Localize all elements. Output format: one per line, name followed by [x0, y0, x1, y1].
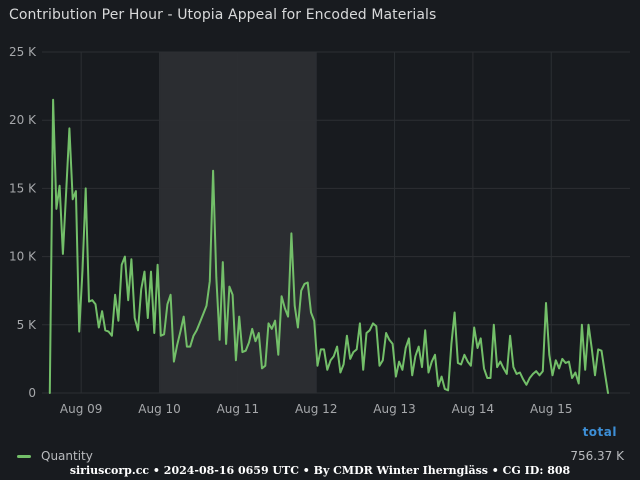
chart-title: Contribution Per Hour - Utopia Appeal fo…	[9, 7, 437, 23]
y-axis-ticks: 0 5 K 10 K 15 K 20 K 25 K	[9, 45, 37, 400]
y-tick-label: 25 K	[9, 45, 37, 59]
series-layer	[48, 98, 609, 394]
x-tick-label: Aug 13	[373, 402, 416, 416]
x-tick-label: Aug 12	[295, 402, 338, 416]
x-tick-label: Aug 14	[452, 402, 495, 416]
x-tick-label: Aug 10	[138, 402, 181, 416]
legend-total-header[interactable]: total	[582, 425, 617, 439]
y-tick-label: 10 K	[9, 250, 37, 264]
y-tick-label: 0	[28, 386, 36, 400]
y-tick-label: 20 K	[9, 113, 37, 127]
x-tick-label: Aug 15	[530, 402, 573, 416]
x-axis-ticks: Aug 09 Aug 10 Aug 11 Aug 12 Aug 13 Aug 14 Aug …	[60, 402, 573, 416]
legend-swatch	[17, 454, 31, 458]
x-tick-label: Aug 11	[217, 402, 260, 416]
legend-total-value: 756.37 K	[570, 449, 624, 463]
y-tick-label: 5 K	[17, 318, 37, 332]
grid-layer	[42, 51, 630, 394]
legend-series-label: Quantity	[41, 449, 93, 463]
footer-credit: siriuscorp.cc • 2024-08-16 0659 UTC • By…	[69, 464, 571, 477]
x-tick-label: Aug 09	[60, 402, 103, 416]
series-line-quantity	[48, 98, 609, 394]
legend-item-quantity[interactable]: Quantity	[17, 449, 93, 463]
y-tick-label: 15 K	[9, 181, 37, 195]
